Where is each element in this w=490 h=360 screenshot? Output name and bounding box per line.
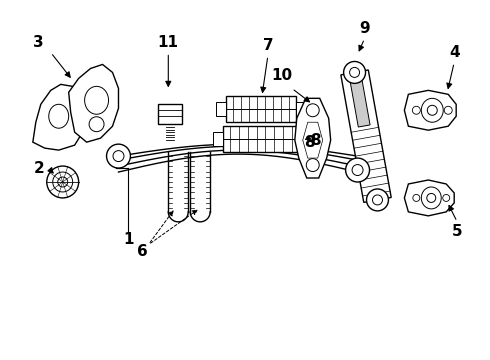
- Text: 8: 8: [310, 132, 321, 148]
- Ellipse shape: [413, 106, 420, 114]
- Text: 8: 8: [304, 135, 315, 150]
- Ellipse shape: [89, 117, 104, 132]
- Polygon shape: [213, 132, 223, 146]
- Polygon shape: [404, 90, 456, 130]
- Ellipse shape: [58, 177, 68, 187]
- Polygon shape: [69, 64, 119, 142]
- Ellipse shape: [352, 165, 363, 176]
- Ellipse shape: [421, 98, 443, 122]
- FancyBboxPatch shape: [223, 126, 299, 152]
- Polygon shape: [216, 102, 226, 116]
- Ellipse shape: [113, 150, 124, 162]
- Text: 4: 4: [449, 45, 460, 60]
- Polygon shape: [296, 102, 306, 116]
- Polygon shape: [341, 70, 391, 202]
- Ellipse shape: [427, 105, 437, 115]
- Ellipse shape: [421, 187, 441, 209]
- Ellipse shape: [343, 62, 366, 84]
- Ellipse shape: [427, 193, 436, 202]
- Text: 10: 10: [271, 68, 293, 83]
- Ellipse shape: [367, 189, 389, 211]
- Text: 3: 3: [33, 35, 44, 50]
- Polygon shape: [303, 122, 323, 158]
- Ellipse shape: [349, 67, 360, 77]
- Polygon shape: [295, 98, 331, 178]
- Text: 2: 2: [33, 161, 44, 176]
- Ellipse shape: [106, 144, 130, 168]
- Ellipse shape: [345, 158, 369, 182]
- Polygon shape: [33, 84, 85, 150]
- FancyBboxPatch shape: [226, 96, 296, 122]
- Text: 7: 7: [263, 38, 273, 53]
- Polygon shape: [404, 180, 454, 216]
- Ellipse shape: [413, 194, 420, 201]
- Ellipse shape: [443, 194, 450, 201]
- Ellipse shape: [53, 172, 73, 192]
- Text: 1: 1: [123, 232, 134, 247]
- Text: 6: 6: [137, 244, 148, 259]
- Ellipse shape: [49, 104, 69, 128]
- Polygon shape: [299, 132, 309, 146]
- Polygon shape: [349, 71, 370, 127]
- FancyBboxPatch shape: [158, 104, 182, 124]
- Text: 9: 9: [359, 21, 370, 36]
- Ellipse shape: [47, 166, 78, 198]
- Text: 5: 5: [452, 224, 463, 239]
- Ellipse shape: [85, 86, 108, 114]
- Text: 11: 11: [158, 35, 179, 50]
- Ellipse shape: [306, 104, 319, 117]
- Ellipse shape: [372, 195, 383, 205]
- Ellipse shape: [306, 159, 319, 171]
- Ellipse shape: [444, 106, 452, 114]
